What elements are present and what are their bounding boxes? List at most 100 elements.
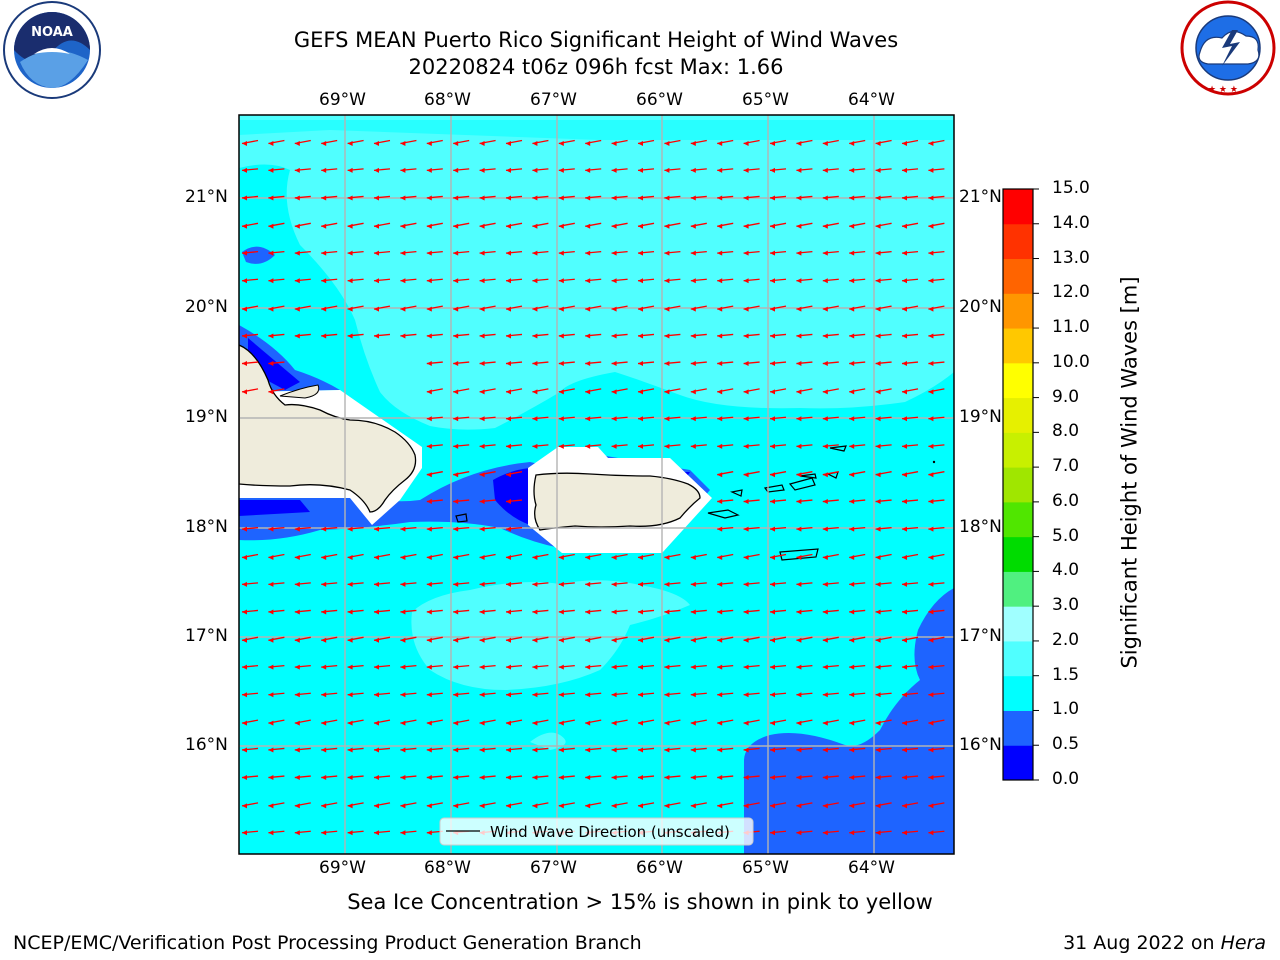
wind-arrow-head	[717, 416, 723, 422]
wind-arrow-head	[849, 609, 855, 615]
wind-arrow-head	[822, 775, 828, 781]
wind-arrow-head	[717, 664, 723, 670]
wind-arrow-head	[690, 775, 696, 781]
wind-arrow-head	[268, 250, 274, 256]
wind-arrow-head	[426, 472, 432, 478]
wind-arrow-head	[585, 637, 591, 643]
wind-arrow-head	[294, 581, 300, 587]
colorbar-tick-label: 13.0	[1052, 247, 1090, 268]
wind-arrow-head	[822, 555, 828, 560]
wind-arrow-head	[611, 306, 617, 312]
wind-arrow-head	[743, 306, 749, 312]
wind-arrow-head	[928, 747, 934, 753]
wind-arrow-head	[849, 443, 855, 449]
wind-arrow-head	[928, 609, 934, 615]
wind-arrow-head	[242, 167, 247, 173]
wind-arrow-head	[664, 361, 670, 367]
wind-arrow-head	[506, 333, 511, 339]
wind-arrow-head	[558, 278, 564, 284]
wind-arrow-head	[796, 775, 802, 781]
wind-arrow-head	[532, 803, 538, 809]
lon-tick-bottom-66: 66°W	[636, 858, 683, 878]
wind-arrow-head	[400, 306, 406, 312]
wind-arrow-head	[638, 555, 643, 560]
wind-arrow-head	[453, 278, 459, 284]
wind-arrow-head	[400, 167, 406, 173]
wind-arrow-head	[268, 803, 274, 809]
wind-arrow-head	[242, 775, 247, 781]
wind-arrow-head	[664, 664, 670, 670]
wind-arrow-head	[796, 141, 802, 146]
wind-arrow-head	[796, 581, 802, 587]
colorbar-segment	[1003, 467, 1033, 503]
wind-arrow-head	[242, 664, 247, 670]
wind-arrow-head	[638, 664, 643, 670]
wind-arrow-head	[426, 167, 432, 173]
wind-arrow-head	[506, 167, 511, 173]
wind-arrow-head	[928, 278, 934, 284]
wind-arrow-head	[902, 443, 907, 449]
wind-arrow-head	[849, 747, 855, 753]
wind-arrow-head	[717, 803, 723, 809]
wind-arrow-head	[611, 416, 617, 422]
colorbar-segment	[1003, 189, 1033, 225]
wind-arrow-head	[902, 167, 907, 173]
wind-arrow-head	[611, 278, 617, 284]
wind-arrow-head	[242, 609, 247, 615]
wind-arrow-head	[374, 223, 379, 229]
wind-arrow-head	[506, 555, 511, 560]
wind-arrow	[400, 859, 416, 861]
wind-arrow-head	[400, 581, 406, 587]
map-legend: Wind Wave Direction (unscaled)	[439, 817, 754, 846]
wind-arrow-head	[426, 195, 432, 201]
wind-arrow-head	[796, 223, 802, 229]
wind-arrow-head	[347, 581, 353, 587]
wind-arrow-head	[611, 167, 617, 173]
colorbar-segment	[1003, 536, 1033, 572]
wind-arrow-head	[347, 250, 353, 256]
lat-tick-left-19: 19°N	[185, 407, 228, 427]
map-frame	[238, 114, 955, 855]
wind-arrow-head	[743, 526, 749, 532]
colorbar-segment	[1003, 223, 1033, 260]
wind-arrow-head	[849, 195, 855, 201]
wind-arrow-head	[532, 443, 538, 449]
wind-arrow-head	[770, 472, 775, 478]
wind-arrow-head	[611, 581, 617, 587]
wind-arrow-head	[638, 389, 643, 395]
colorbar-tick-label: 7.0	[1052, 456, 1080, 477]
wind-arrow-head	[717, 720, 723, 726]
wind-arrow-head	[294, 555, 300, 560]
wind-arrow-head	[638, 195, 643, 201]
wind-arrow-head	[374, 250, 379, 256]
wind-arrow-head	[638, 333, 643, 339]
wind-arrow-head	[822, 443, 828, 449]
wind-arrow-head	[796, 443, 802, 449]
wind-arrow-head	[374, 167, 379, 173]
wind-arrow-head	[321, 664, 327, 670]
wind-arrow-head	[558, 555, 564, 560]
wind-arrow-head	[294, 637, 300, 643]
wind-arrow-head	[770, 361, 775, 367]
wind-arrow-head	[849, 141, 855, 146]
wind-arrow-head	[321, 830, 327, 836]
colorbar-tick-label: 0.5	[1052, 734, 1080, 755]
wind-arrow-head	[268, 747, 274, 753]
wind-arrow-head	[426, 361, 432, 367]
wind-arrow-head	[532, 223, 538, 229]
wind-arrow-head	[400, 555, 406, 560]
wind-arrow-head	[268, 664, 274, 670]
wind-arrow-head	[268, 692, 274, 698]
wind-arrow-head	[875, 195, 881, 201]
wind-arrow-head	[849, 278, 855, 284]
wind-arrow-head	[558, 443, 564, 449]
wind-arrow-head	[374, 720, 379, 726]
colorbar-segment	[1003, 397, 1033, 433]
wind-arrow-head	[717, 306, 723, 312]
wind-arrow-head	[928, 333, 934, 339]
sea-ice-caption: Sea Ice Concentration > 15% is shown in …	[347, 890, 933, 914]
wind-arrow-head	[611, 141, 617, 146]
wind-arrow-head	[506, 692, 511, 698]
wind-arrow-head	[294, 830, 300, 836]
wind-arrow-head	[796, 720, 802, 726]
